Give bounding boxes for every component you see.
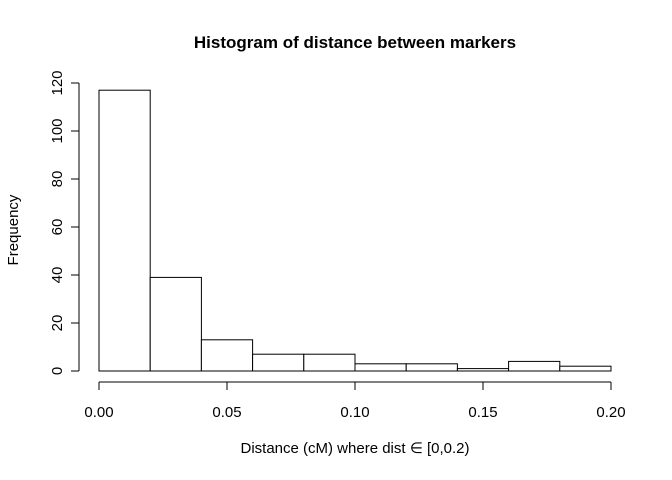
y-tick-label: 120 — [49, 70, 66, 95]
y-tick-label: 100 — [49, 118, 66, 143]
x-tick-label: 0.05 — [212, 404, 241, 421]
histogram-bar — [303, 353, 356, 372]
y-tick-label: 20 — [49, 315, 66, 332]
histogram-bar — [98, 89, 151, 372]
x-tick-label: 0.15 — [468, 404, 497, 421]
chart-title: Histogram of distance between markers — [194, 33, 516, 52]
histogram-bar — [354, 363, 407, 372]
x-axis-label: Distance (cM) where dist ∈ [0,0.2) — [241, 440, 470, 457]
histogram-bar — [149, 276, 202, 372]
y-tick-label: 40 — [49, 267, 66, 284]
histogram-bar — [405, 363, 458, 372]
y-tick-label: 80 — [49, 171, 66, 188]
histogram-bar — [252, 353, 305, 372]
y-axis: 0 20 40 60 80 100 120 — [49, 70, 80, 375]
y-tick-label: 0 — [49, 367, 66, 375]
x-tick-label: 0.10 — [340, 404, 369, 421]
histogram-bar — [508, 360, 561, 372]
histogram-bar — [559, 365, 612, 372]
histogram-bars — [98, 89, 612, 372]
x-tick-label: 0.20 — [596, 404, 625, 421]
histogram-bar — [200, 339, 254, 372]
x-tick-label: 0.00 — [84, 404, 113, 421]
y-tick-label: 60 — [49, 219, 66, 236]
histogram-bar — [456, 368, 510, 372]
x-axis: 0.00 0.05 0.10 0.15 0.20 — [84, 381, 626, 421]
y-axis-label: Frequency — [5, 194, 22, 265]
